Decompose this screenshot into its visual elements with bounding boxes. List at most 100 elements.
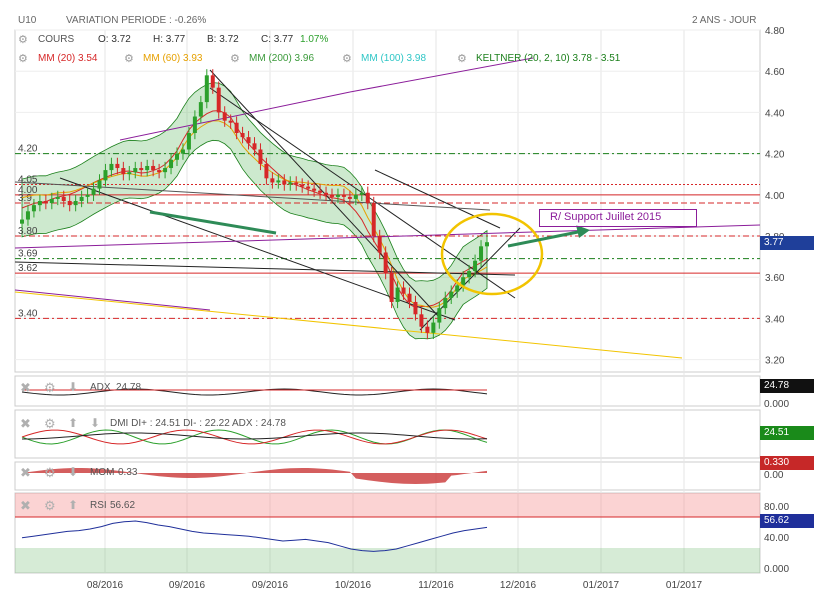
dmi-adx-line — [21, 432, 488, 440]
trend-line — [119, 91, 351, 141]
arrow-down-icon[interactable]: ⬇ — [90, 416, 101, 430]
candle — [395, 287, 400, 302]
candle — [180, 149, 185, 154]
high-value: H: 3.77 — [153, 34, 186, 45]
rsi-tick-80: 80.00 — [764, 502, 790, 513]
candle — [61, 196, 66, 201]
mm200-label: MM (200) 3.96 — [249, 53, 315, 64]
mom-panel-frame — [14, 461, 761, 491]
candle — [401, 287, 406, 294]
candle — [228, 120, 233, 123]
gear-icon[interactable]: ⚙ — [342, 53, 352, 65]
arrow-up-icon[interactable]: ⬆ — [68, 498, 79, 512]
level-label: 3.9 — [18, 193, 32, 204]
rsi-oversold-zone — [15, 548, 760, 573]
gear-icon[interactable]: ⚙ — [18, 53, 28, 65]
candle — [288, 182, 293, 185]
period-label: 2 ANS - JOUR — [692, 15, 757, 26]
rsi-tick-0: 0.000 — [764, 564, 790, 575]
close-icon[interactable]: ✖ — [20, 465, 31, 480]
mom-zero-tick: 0.00 — [764, 470, 784, 481]
candle — [377, 236, 382, 253]
candle — [479, 246, 484, 261]
annotation-box[interactable]: R/ Support Juillet 2015 — [539, 209, 697, 227]
gear-icon[interactable]: ⚙ — [230, 53, 240, 65]
candle — [264, 163, 269, 179]
candle — [49, 198, 54, 204]
price-panel-frame — [14, 29, 761, 373]
level-label: 3.62 — [18, 263, 38, 274]
arrow-down-icon[interactable]: ⬇ — [68, 380, 79, 394]
dmi-label: DMI DI+ : 24.51 DI- : 22.22 ADX : 24.78 — [110, 418, 286, 429]
candle — [318, 190, 323, 193]
candle — [294, 182, 299, 185]
rsi-label: RSI — [90, 500, 107, 511]
y-tick-label: 4.80 — [765, 26, 785, 37]
candle — [115, 163, 120, 169]
y-tick-label: 4.60 — [765, 67, 785, 78]
candle — [222, 112, 227, 121]
mm60-label: MM (60) 3.93 — [143, 53, 203, 64]
gear-icon[interactable]: ⚙ — [44, 380, 56, 395]
y-tick-label: 3.40 — [765, 314, 785, 325]
candle — [276, 180, 281, 183]
gear-icon[interactable]: ⚙ — [44, 416, 56, 431]
gear-icon[interactable]: ⚙ — [44, 498, 56, 513]
candle — [359, 192, 364, 195]
candle — [121, 168, 126, 175]
candle — [455, 285, 460, 292]
candle — [37, 201, 42, 206]
mm20-label: MM (20) 3.54 — [38, 53, 98, 64]
candle — [157, 170, 162, 173]
adx-zero-tick: 0.000 — [764, 399, 790, 410]
keltner-label: KELTNER (20, 2, 10) 3.78 - 3.51 — [476, 53, 621, 64]
candle — [389, 273, 394, 302]
level-label: 3.40 — [18, 308, 38, 319]
arrow-up-icon[interactable]: ⬆ — [68, 416, 79, 430]
level-label: 3.69 — [18, 249, 38, 260]
candle — [467, 271, 472, 278]
candle — [282, 180, 287, 185]
gear-icon[interactable]: ⚙ — [18, 34, 28, 46]
close-icon[interactable]: ✖ — [20, 498, 31, 513]
mom-area — [22, 468, 487, 484]
candle — [306, 186, 311, 189]
close-icon[interactable]: ✖ — [20, 416, 31, 431]
candle — [234, 122, 239, 134]
candle — [353, 194, 358, 199]
highlight-ellipse — [440, 212, 544, 296]
x-tick-label: 01/2017 — [666, 580, 703, 591]
candle — [270, 178, 275, 183]
arrow-down-icon[interactable]: ⬇ — [68, 465, 79, 479]
mom-label: MOM — [90, 467, 115, 478]
gear-icon[interactable]: ⚙ — [124, 53, 134, 65]
rsi-overbought-zone — [15, 493, 760, 517]
candle — [330, 194, 334, 197]
gear-icon[interactable]: ⚙ — [457, 53, 467, 65]
candle — [413, 301, 418, 315]
mom-value: 0.33 — [118, 467, 138, 478]
cours-label: COURS — [38, 34, 75, 45]
close-icon[interactable]: ✖ — [20, 380, 31, 395]
candle — [186, 133, 191, 150]
candle — [419, 314, 424, 327]
rsi-panel-frame — [14, 492, 761, 574]
candle — [79, 196, 84, 201]
candle — [240, 133, 245, 138]
rsi-line — [21, 520, 488, 552]
candle — [163, 168, 168, 173]
y-tick-label: 4.00 — [765, 191, 785, 202]
candle — [461, 277, 466, 286]
dmi-badge: 24.51 — [760, 426, 814, 440]
variation-label: VARIATION PERIODE : -0.26% — [66, 15, 207, 26]
candle — [151, 165, 156, 171]
trend-line — [14, 261, 516, 276]
symbol-label: U10 — [18, 15, 37, 26]
rsi-value: 56.62 — [110, 500, 136, 511]
mm100-label: MM (100) 3.98 — [361, 53, 427, 64]
annotation-text: R/ Support Juillet 2015 — [550, 211, 662, 223]
keltner-band — [21, 82, 488, 340]
candle — [383, 252, 388, 274]
gear-icon[interactable]: ⚙ — [44, 465, 56, 480]
